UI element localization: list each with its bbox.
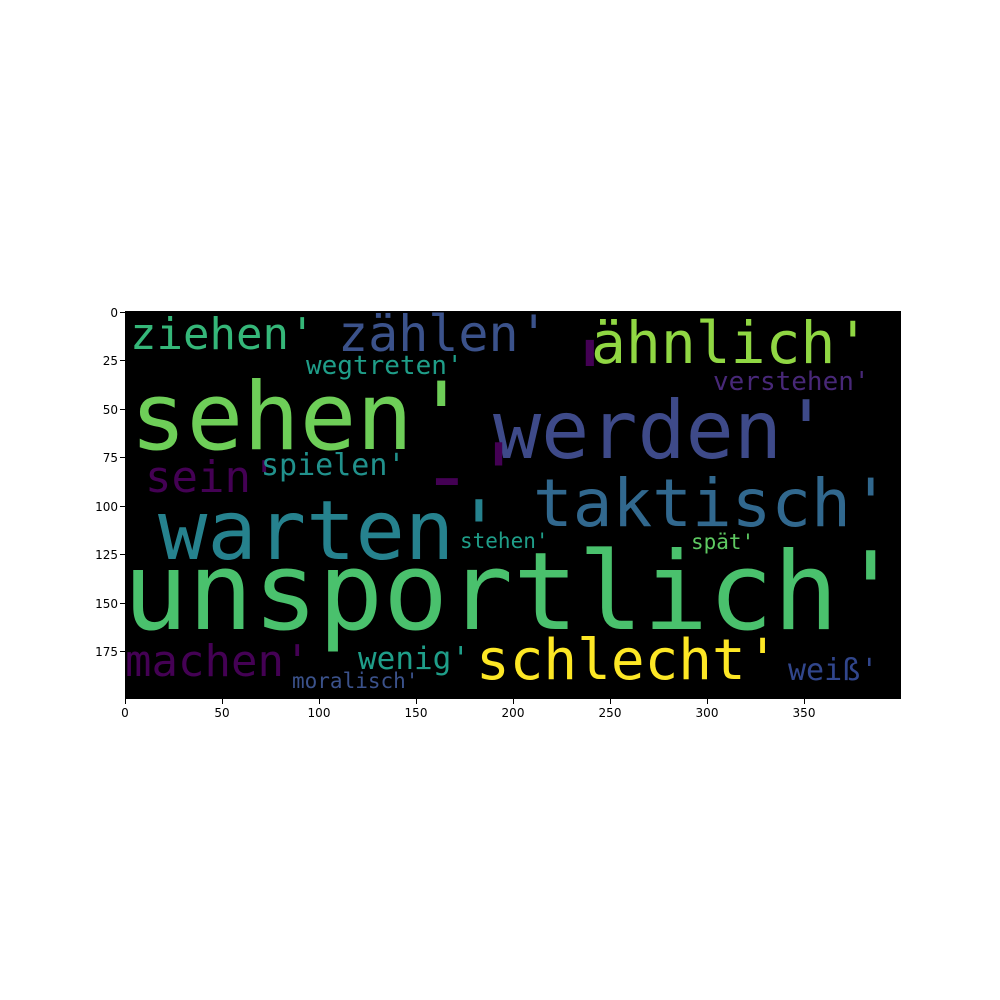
- word-machen: machen': [125, 636, 311, 687]
- x-tick-mark: [513, 699, 514, 704]
- x-tick-label: 0: [121, 706, 129, 720]
- word-spielen: spielen': [261, 448, 406, 483]
- x-tick-mark: [319, 699, 320, 704]
- word-warten: warten': [158, 484, 504, 579]
- x-tick-mark: [610, 699, 611, 704]
- word-stehen: stehen': [460, 529, 549, 553]
- y-tick-label: 75: [102, 451, 118, 465]
- x-tick-label: 150: [404, 706, 428, 720]
- word-ziehen: ziehen': [130, 311, 316, 360]
- x-tick-label: 300: [695, 706, 719, 720]
- word-aehnlich: ähnlich': [591, 311, 871, 377]
- wordcloud-image: ziehen' zählen' ähnlich' ' wegtreten' ve…: [125, 311, 901, 699]
- y-tick-label: 100: [95, 500, 118, 514]
- word-weiss: weiß': [788, 653, 879, 688]
- y-tick-label: 175: [95, 645, 118, 659]
- word-moralisch: moralisch': [292, 669, 419, 693]
- x-tick-label: 350: [792, 706, 816, 720]
- word-zaehlen: zählen': [338, 311, 549, 363]
- y-tick-mark: [120, 506, 125, 507]
- x-tick-mark: [707, 699, 708, 704]
- y-tick-mark: [120, 457, 125, 458]
- word-wegtreten: wegtreten': [306, 351, 463, 381]
- x-tick-mark: [125, 699, 126, 704]
- y-tick-mark: [120, 360, 125, 361]
- word-unsportlich: unsportlich': [125, 530, 901, 655]
- y-tick-label: 0: [110, 306, 118, 320]
- y-tick-mark: [120, 603, 125, 604]
- y-tick-mark: [120, 651, 125, 652]
- x-tick-mark: [222, 699, 223, 704]
- y-tick-label: 150: [95, 597, 118, 611]
- x-tick-label: 50: [214, 706, 230, 720]
- y-tick-mark: [120, 554, 125, 555]
- y-tick-mark: [120, 409, 125, 410]
- x-tick-label: 200: [501, 706, 525, 720]
- y-tick-label: 50: [102, 403, 118, 417]
- word-taktisch: taktisch': [533, 465, 891, 542]
- x-tick-label: 100: [307, 706, 331, 720]
- word-werden: werden': [493, 384, 831, 477]
- x-tick-label: 250: [598, 706, 622, 720]
- word-wenig: wenig': [358, 641, 470, 677]
- x-tick-mark: [804, 699, 805, 704]
- word-sehen: sehen': [130, 363, 470, 472]
- word-spaet: spät': [691, 530, 755, 554]
- y-tick-mark: [120, 312, 125, 313]
- x-tick-mark: [416, 699, 417, 704]
- y-tick-label: 25: [102, 354, 118, 368]
- word-sein: sein': [145, 452, 278, 503]
- y-tick-label: 125: [95, 548, 118, 562]
- word-schlecht: schlecht': [476, 628, 780, 693]
- word-apostrophe: ': [561, 321, 619, 433]
- word-verstehen: verstehen': [713, 367, 870, 397]
- word-dash: -': [421, 426, 525, 526]
